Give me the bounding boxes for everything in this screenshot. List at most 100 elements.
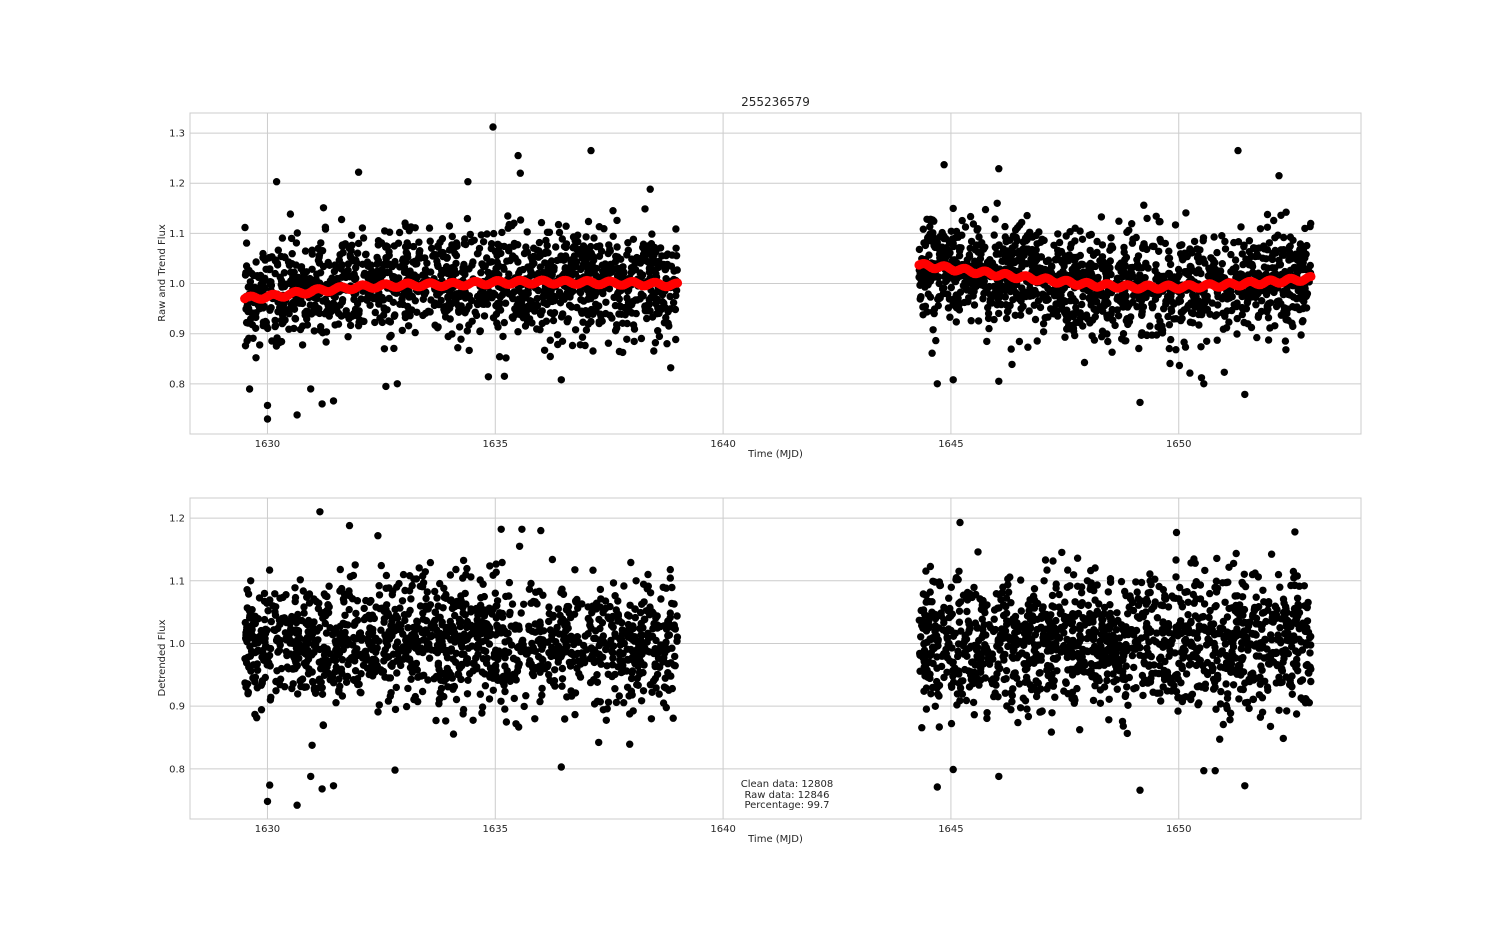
flux-point	[1228, 293, 1236, 301]
flux-point	[1263, 210, 1272, 219]
flux-point	[515, 723, 523, 731]
flux-point	[405, 293, 413, 301]
flux-point	[540, 299, 548, 307]
flux-point	[472, 654, 480, 662]
flux-point	[671, 625, 679, 633]
flux-point	[486, 562, 494, 570]
flux-point	[398, 326, 406, 335]
flux-point	[325, 582, 333, 590]
flux-point	[942, 253, 950, 262]
flux-point	[554, 605, 562, 613]
flux-point	[465, 346, 473, 355]
flux-point	[372, 648, 380, 656]
flux-point	[1108, 348, 1116, 356]
flux-point	[956, 288, 965, 296]
flux-point	[373, 260, 381, 268]
flux-point	[464, 676, 472, 684]
flux-point	[353, 299, 362, 308]
flux-point	[616, 650, 624, 659]
flux-point	[609, 207, 617, 215]
flux-point	[575, 249, 584, 257]
flux-point	[576, 341, 584, 349]
flux-point	[336, 251, 344, 259]
flux-point	[567, 303, 576, 311]
flux-point	[404, 322, 413, 330]
flux-point	[666, 574, 674, 582]
flux-point	[1293, 303, 1301, 311]
flux-point	[514, 328, 522, 336]
flux-point	[541, 259, 549, 267]
outlier-point	[307, 385, 315, 393]
flux-point	[1113, 306, 1122, 314]
flux-point	[318, 247, 327, 255]
flux-point	[1252, 301, 1260, 309]
flux-point	[534, 652, 543, 661]
flux-point	[387, 331, 395, 340]
flux-point	[1119, 330, 1128, 338]
flux-point	[599, 653, 607, 661]
chart-title: 255236579	[741, 95, 810, 109]
flux-point	[480, 290, 489, 298]
flux-point	[478, 709, 486, 717]
flux-point	[669, 299, 678, 307]
flux-point	[632, 309, 640, 318]
outlier-point	[514, 151, 522, 160]
flux-point	[963, 607, 971, 616]
flux-point	[461, 309, 469, 317]
flux-point	[569, 244, 577, 252]
flux-point	[344, 311, 352, 319]
flux-point	[245, 607, 254, 615]
flux-point	[309, 277, 317, 285]
flux-point	[546, 352, 554, 361]
flux-point	[514, 306, 522, 314]
flux-point	[644, 634, 653, 642]
flux-point	[251, 678, 259, 686]
flux-point	[494, 655, 502, 664]
flux-point	[350, 272, 358, 280]
flux-point	[527, 271, 535, 280]
flux-point	[368, 611, 377, 619]
flux-point	[667, 659, 675, 667]
flux-point	[459, 710, 467, 718]
flux-point	[574, 657, 582, 665]
flux-point	[267, 693, 275, 701]
flux-point	[1245, 258, 1254, 267]
outlier-point	[1234, 146, 1242, 155]
flux-point	[261, 629, 270, 638]
flux-point	[526, 297, 534, 305]
flux-point	[439, 669, 447, 678]
flux-point	[967, 317, 975, 325]
flux-point	[409, 665, 417, 673]
flux-point	[1192, 293, 1200, 301]
flux-point	[611, 327, 620, 335]
outlier-point	[1197, 374, 1206, 382]
flux-point	[1270, 216, 1278, 225]
flux-point	[576, 289, 585, 297]
flux-point	[486, 664, 495, 672]
flux-point	[480, 646, 488, 655]
flux-point	[1282, 346, 1290, 354]
flux-point	[549, 679, 558, 688]
flux-point	[302, 619, 310, 627]
flux-point	[263, 643, 271, 651]
flux-point	[1067, 240, 1076, 248]
flux-point	[337, 215, 346, 224]
flux-point	[494, 323, 502, 331]
flux-point	[356, 688, 364, 696]
flux-point	[538, 684, 546, 693]
flux-point	[296, 677, 304, 685]
flux-point	[448, 232, 456, 241]
flux-point	[589, 347, 597, 355]
flux-point	[267, 281, 276, 290]
flux-point	[596, 585, 605, 594]
flux-point	[1276, 583, 1284, 591]
flux-point	[304, 670, 313, 678]
flux-point	[673, 637, 681, 645]
flux-point	[975, 233, 983, 241]
flux-point	[294, 639, 302, 647]
flux-point	[662, 251, 670, 260]
flux-point	[324, 609, 333, 617]
flux-point	[1231, 256, 1240, 264]
flux-point	[1192, 269, 1201, 277]
flux-point	[609, 642, 618, 650]
